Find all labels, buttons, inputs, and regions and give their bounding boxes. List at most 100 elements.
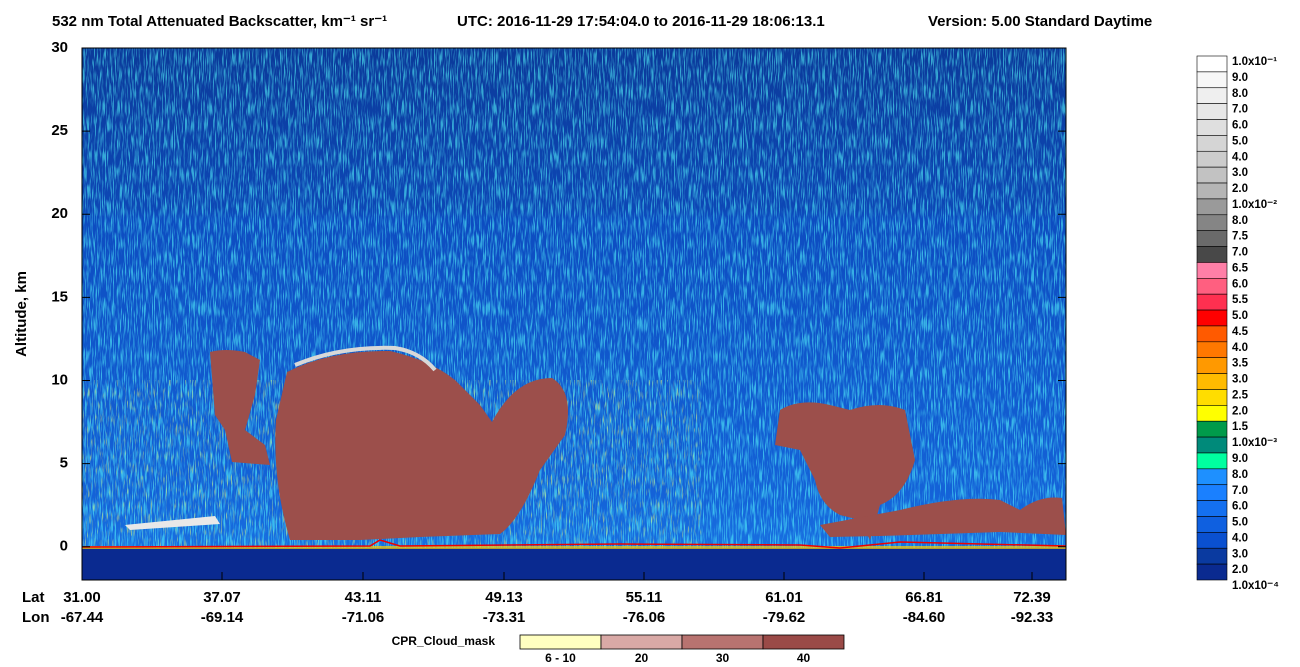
- colorbar-swatch: [1196, 230, 1228, 247]
- colorbar-label: 8.0: [1232, 215, 1248, 227]
- y-tick-label: 30: [51, 39, 68, 56]
- colorbar-label: 3.0: [1232, 548, 1248, 560]
- colorbar-swatch: [1196, 166, 1228, 184]
- lat-label: 31.00: [63, 589, 101, 606]
- cloud-mask-swatch: [600, 634, 683, 650]
- y-tick-label: 5: [60, 455, 68, 472]
- colorbar-label: 3.5: [1232, 358, 1249, 370]
- colorbar-swatch: [1196, 246, 1228, 263]
- colorbar-label: 6.0: [1232, 120, 1248, 132]
- colorbar-label: 3.0: [1232, 167, 1248, 179]
- colorbar-label: 4.0: [1232, 151, 1248, 163]
- colorbar-swatch: [1196, 420, 1228, 438]
- colorbar-label: 6.0: [1232, 278, 1248, 290]
- colorbar-swatch: [1196, 71, 1228, 89]
- colorbar-swatch: [1196, 214, 1228, 231]
- cloud-mask-swatch: [762, 634, 845, 650]
- version: Version: 5.00 Standard Daytime: [928, 13, 1152, 30]
- lon-label: -84.60: [903, 609, 946, 626]
- colorbar-label: 1.0x10⁻¹: [1232, 56, 1277, 68]
- colorbar-swatch: [1196, 484, 1228, 501]
- colorbar-swatch: [1196, 309, 1228, 327]
- cloud-mask-label: 30: [716, 651, 730, 665]
- y-axis-label: Altitude, km: [13, 271, 30, 357]
- colorbar-swatch: [1196, 119, 1228, 136]
- colorbar-swatch: [1196, 547, 1228, 565]
- cloud-top: [294, 345, 437, 372]
- surface-return: [82, 546, 1066, 549]
- colorbar-label: 1.0x10⁻³: [1232, 437, 1277, 449]
- cloud-mask-label: 20: [635, 651, 649, 665]
- colorbar-swatch: [1196, 341, 1228, 358]
- x-row-label: Lon: [22, 609, 50, 626]
- colorbar-swatch: [1196, 373, 1228, 390]
- colorbar-label: 1.0x10⁻⁴: [1232, 580, 1279, 592]
- colorbar-label: 8.0: [1232, 469, 1248, 481]
- colorbar-swatch: [1196, 135, 1228, 152]
- cloud-mask-title: CPR_Cloud_mask: [392, 634, 496, 648]
- colorbar-label: 4.5: [1232, 326, 1249, 338]
- colorbar-label: 7.5: [1232, 231, 1249, 243]
- colorbar-swatch: [1196, 87, 1228, 104]
- colorbar-label: 5.0: [1232, 135, 1248, 147]
- colorbar-label: 2.0: [1232, 183, 1248, 195]
- colorbar-swatch: [1196, 262, 1228, 279]
- colorbar-label: 2.0: [1232, 564, 1248, 576]
- lat-label: 61.01: [765, 589, 803, 606]
- colorbar-label: 5.0: [1232, 310, 1248, 322]
- colorbar-label: 9.0: [1232, 453, 1248, 465]
- colorbar-label: 7.0: [1232, 485, 1248, 497]
- surface-line: [82, 539, 1066, 549]
- colorbar-swatch: [1196, 198, 1228, 216]
- cloud-mask: [210, 350, 1066, 540]
- y-tick-label: 20: [51, 205, 68, 222]
- y-tick-label: 25: [51, 122, 68, 139]
- colorbar-swatch: [1196, 278, 1228, 295]
- colorbar-label: 7.0: [1232, 104, 1248, 116]
- plot-frame: [81, 47, 1067, 581]
- colorbar-label: 1.0x10⁻²: [1232, 199, 1277, 211]
- colorbar-label: 6.0: [1232, 501, 1248, 513]
- chart-title: 532 nm Total Attenuated Backscatter, km⁻…: [52, 13, 387, 30]
- colorbar-swatch: [1196, 563, 1228, 581]
- lon-label: -76.06: [623, 609, 666, 626]
- colorbar-swatch: [1196, 468, 1228, 486]
- colorbar-label: 2.0: [1232, 405, 1248, 417]
- lat-label: 49.13: [485, 589, 523, 606]
- low-aerosol: [125, 516, 220, 530]
- colorbar-label: 4.0: [1232, 532, 1248, 544]
- y-tick-label: 10: [51, 371, 68, 388]
- curtain: [82, 48, 1066, 580]
- colorbar-swatch: [1196, 182, 1228, 200]
- cloud-mask-swatch: [681, 634, 764, 650]
- cloud-mask-label: 40: [797, 651, 811, 665]
- cloud-mask-swatch: [519, 634, 602, 650]
- colorbar-swatch: [1196, 357, 1228, 374]
- colorbar-label: 3.0: [1232, 374, 1248, 386]
- colorbar-swatch: [1196, 325, 1228, 343]
- colorbar-label: 6.5: [1232, 262, 1249, 274]
- lat-label: 72.39: [1013, 589, 1051, 606]
- colorbar-label: 5.0: [1232, 517, 1248, 529]
- lat-label: 55.11: [626, 589, 663, 606]
- colorbar-swatch: [1196, 452, 1228, 470]
- y-tick-label: 0: [60, 538, 68, 555]
- colorbar-label: 4.0: [1232, 342, 1248, 354]
- lat-label: 37.07: [203, 589, 241, 606]
- lon-label: -73.31: [483, 609, 526, 626]
- colorbar-swatch: [1196, 103, 1228, 120]
- lon-label: -79.62: [763, 609, 806, 626]
- colorbar-swatch: [1196, 55, 1228, 73]
- colorbar-label: 1.5: [1232, 421, 1249, 433]
- colorbar-label: 2.5: [1232, 389, 1249, 401]
- lat-label: 66.81: [905, 589, 943, 606]
- y-tick-label: 15: [51, 288, 68, 305]
- time-range: UTC: 2016-11-29 17:54:04.0 to 2016-11-29…: [457, 13, 825, 30]
- lat-label: 43.11: [345, 589, 382, 606]
- colorbar-swatch: [1196, 150, 1228, 168]
- colorbar-swatch: [1196, 389, 1228, 406]
- x-row-label: Lat: [22, 589, 45, 606]
- colorbar-swatch: [1196, 500, 1228, 517]
- colorbar-swatch: [1196, 436, 1228, 454]
- colorbar-swatch: [1196, 516, 1228, 533]
